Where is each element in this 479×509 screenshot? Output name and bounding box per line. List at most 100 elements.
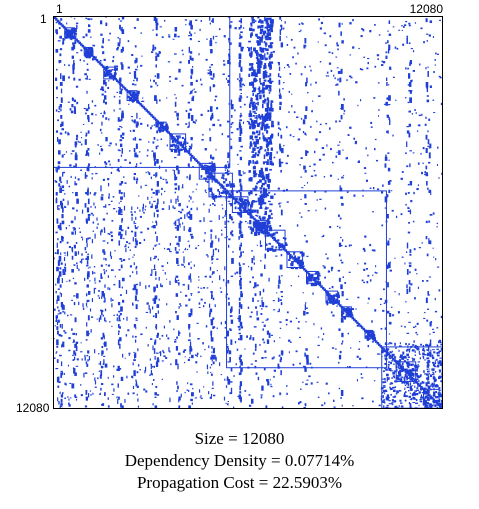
dependency-dot xyxy=(310,382,313,385)
block-dot xyxy=(68,29,71,33)
block-dot xyxy=(173,139,177,142)
dependency-dot xyxy=(426,364,430,368)
dependency-dot xyxy=(140,122,143,125)
block-dot xyxy=(207,165,211,168)
dependency-dot xyxy=(388,104,391,106)
dependency-dot xyxy=(275,246,278,249)
dependency-dot xyxy=(344,282,347,284)
dependency-dot xyxy=(300,388,302,390)
dependency-dot xyxy=(319,123,322,126)
dependency-dot xyxy=(102,218,106,221)
dependency-dot xyxy=(411,393,414,396)
dependency-dot xyxy=(409,150,412,152)
dependency-dot xyxy=(184,294,188,297)
dependency-dot xyxy=(426,389,429,391)
dependency-dot xyxy=(248,47,251,52)
diagonal-dot xyxy=(378,343,381,347)
dependency-dot xyxy=(194,121,196,124)
dependency-dot xyxy=(55,130,59,133)
dependency-dot xyxy=(189,38,192,41)
dependency-dot xyxy=(194,397,198,399)
dependency-dot xyxy=(259,197,262,201)
diagonal-dot xyxy=(268,233,272,237)
diagonal-dot xyxy=(420,385,423,389)
dependency-dot xyxy=(111,69,114,71)
block-dot xyxy=(314,283,318,286)
dependency-dot xyxy=(277,121,280,126)
dependency-dot xyxy=(100,88,103,91)
dependency-dot xyxy=(242,200,244,203)
dependency-dot xyxy=(135,304,138,310)
dependency-dot xyxy=(117,339,120,346)
dependency-dot xyxy=(414,347,418,349)
dependency-dot xyxy=(266,102,270,106)
dependency-dot xyxy=(269,137,272,142)
diagonal-dot xyxy=(222,186,225,189)
dependency-dot xyxy=(292,363,295,366)
dependency-dot xyxy=(132,237,134,242)
dependency-dot xyxy=(117,42,121,47)
dependency-dot xyxy=(287,339,291,342)
dependency-dot xyxy=(180,393,182,398)
dependency-dot xyxy=(57,161,61,165)
dependency-dot xyxy=(95,114,97,116)
dependency-dot xyxy=(418,114,422,117)
dependency-dot xyxy=(184,391,186,394)
dependency-dot xyxy=(264,149,267,152)
diagonal-dot xyxy=(119,82,122,86)
dependency-dot xyxy=(269,45,273,49)
dependency-dot xyxy=(59,227,62,231)
dependency-dot xyxy=(385,154,387,158)
dependency-dot xyxy=(296,116,299,118)
dependency-dot xyxy=(240,368,243,372)
dependency-dot xyxy=(136,121,138,123)
dependency-dot xyxy=(191,143,193,147)
dependency-dot xyxy=(240,145,243,148)
dependency-dot xyxy=(391,353,395,357)
dependency-dot xyxy=(340,244,343,247)
dependency-dot xyxy=(402,26,405,28)
dependency-dot xyxy=(250,51,253,56)
dependency-dot xyxy=(190,82,193,86)
dependency-dot xyxy=(59,35,62,39)
diagonal-dot xyxy=(290,255,294,259)
dependency-dot xyxy=(259,55,263,60)
dependency-dot xyxy=(253,262,255,265)
dependency-dot xyxy=(382,381,385,384)
dependency-dot xyxy=(225,77,227,80)
dependency-dot xyxy=(154,271,157,277)
dependency-dot xyxy=(266,24,269,30)
dependency-dot xyxy=(58,183,61,187)
dependency-dot xyxy=(66,180,68,184)
dependency-dot xyxy=(151,150,154,152)
dependency-dot xyxy=(392,396,395,398)
block-dot xyxy=(210,174,214,178)
dependency-dot xyxy=(268,32,271,37)
dependency-dot xyxy=(269,17,272,21)
dependency-dot xyxy=(153,174,156,176)
dependency-dot xyxy=(288,351,290,354)
dependency-dot xyxy=(73,244,76,249)
column-end-label: 12080 xyxy=(409,2,443,16)
dependency-dot xyxy=(76,264,78,269)
dependency-dot xyxy=(429,214,433,216)
dependency-dot xyxy=(150,373,153,376)
dependency-dot xyxy=(265,48,269,52)
dependency-dot xyxy=(239,99,242,102)
diagonal-dot xyxy=(261,225,264,229)
dependency-dot xyxy=(269,152,273,157)
dependency-dot xyxy=(427,385,430,388)
dependency-dot xyxy=(178,398,180,403)
dependency-dot xyxy=(270,100,273,103)
diagonal-dot xyxy=(176,140,180,144)
dependency-dot xyxy=(238,297,241,301)
dependency-dot xyxy=(268,89,271,91)
dependency-dot xyxy=(119,90,122,94)
dependency-dot xyxy=(158,51,161,54)
dependency-dot xyxy=(84,247,87,251)
dependency-dot xyxy=(156,172,158,177)
dependency-dot xyxy=(210,371,212,373)
dependency-dot xyxy=(298,275,300,278)
dependency-dot xyxy=(224,226,227,229)
dependency-dot xyxy=(160,283,162,287)
